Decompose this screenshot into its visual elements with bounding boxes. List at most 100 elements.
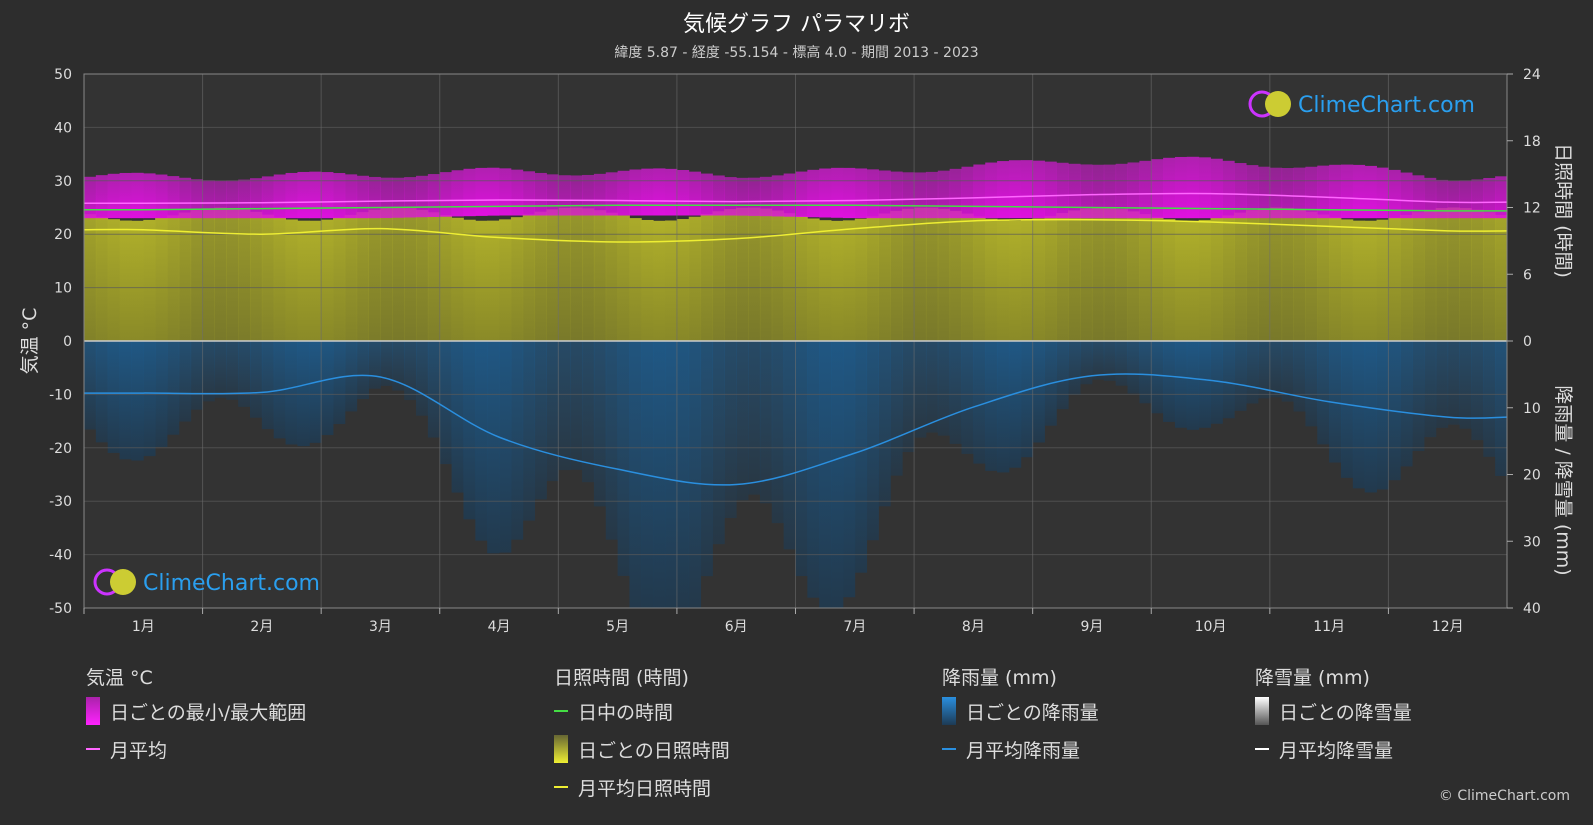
daily-sunshine-bar <box>973 216 986 341</box>
daily-temperature-range-bar <box>783 173 796 217</box>
copyright: © ClimeChart.com <box>1438 788 1570 804</box>
daily-rain-bar <box>238 341 251 407</box>
daily-sunshine-bar <box>1352 220 1366 341</box>
daily-sunshine-bar <box>925 207 939 341</box>
daily-sunshine-bar <box>890 210 903 341</box>
daily-temperature-range-bar <box>1293 167 1306 219</box>
daily-temperature-range-bar <box>1020 160 1034 219</box>
daily-temperature-range-bar <box>95 175 109 219</box>
daily-temperature-range-bar <box>1174 156 1188 219</box>
daily-temperature-range-bar <box>1091 164 1105 219</box>
daily-sunshine-bar <box>1056 213 1069 341</box>
daily-temperature-range-bar <box>190 179 203 219</box>
daily-temperature-range-bar <box>1305 166 1318 219</box>
month-tick-label: 2月 <box>250 619 273 635</box>
daily-temperature-range-bar <box>463 168 476 217</box>
daily-sunshine-bar <box>1400 214 1413 341</box>
daily-sunshine-bar <box>629 218 642 341</box>
daily-temperature-range-bar <box>617 170 630 216</box>
daily-sunshine-bar <box>1174 220 1188 341</box>
daily-rain-bar <box>1222 341 1235 419</box>
daily-rain-bar <box>961 341 974 454</box>
daily-rain-bar <box>1340 341 1354 478</box>
daily-rain-bar <box>558 341 571 471</box>
daily-sunshine-bar <box>261 214 275 341</box>
daily-rain-bar <box>783 341 796 550</box>
daily-sunshine-bar <box>416 209 429 341</box>
daily-sunshine-bar <box>1115 209 1128 341</box>
logo-sun-icon <box>110 569 136 595</box>
daily-sunshine-bar <box>724 209 737 341</box>
daily-temperature-range-bar <box>1423 177 1437 219</box>
daily-temperature-range-bar <box>593 173 607 216</box>
daily-rain-bar <box>1412 341 1425 452</box>
daily-sunshine-bar <box>1495 214 1508 341</box>
daily-temperature-range-bar <box>451 170 464 217</box>
daily-temperature-range-bar <box>925 171 939 219</box>
daily-temperature-range-bar <box>771 175 785 217</box>
watermark-text: ClimeChart.com <box>143 571 320 596</box>
daily-sunshine-bar <box>250 211 263 341</box>
daily-temperature-range-bar <box>1281 168 1294 219</box>
daily-sunshine-bar <box>451 217 464 341</box>
daily-sunshine-bar <box>1091 207 1105 341</box>
daily-rain-bar <box>226 341 239 400</box>
series-line <box>83 373 1508 486</box>
daily-sunshine-bar <box>712 211 725 341</box>
daily-rain-bar <box>202 341 215 402</box>
daily-rain-bar <box>1080 341 1093 385</box>
daily-sunshine-bar <box>487 220 500 341</box>
month-tick-label: 4月 <box>488 619 511 635</box>
left-axis-tick-label: 40 <box>54 120 72 136</box>
daily-rain-bar <box>1210 341 1223 424</box>
left-axis-tick-label: 20 <box>54 227 72 243</box>
daily-sunshine-bar <box>605 212 619 341</box>
daily-sunshine-bar <box>1317 214 1330 341</box>
daily-rain-bar <box>653 341 666 608</box>
legend-item: 月平均降雨量 <box>942 734 1080 764</box>
daily-rain-bar <box>392 341 405 391</box>
month-tick-label: 3月 <box>369 619 392 635</box>
month-tick-label: 9月 <box>1080 619 1103 635</box>
daily-rain-bar <box>1400 341 1413 467</box>
daily-rain-bar <box>914 341 927 438</box>
daily-rain-bar <box>1483 341 1496 457</box>
daily-temperature-range-bar <box>688 171 702 216</box>
daily-sunshine-bar <box>819 220 832 341</box>
chart-title: 気候グラフ パラマリボ <box>683 12 910 37</box>
daily-sunshine-bar <box>961 213 974 341</box>
legend-swatch <box>1255 748 1269 750</box>
daily-temperature-range-bar <box>522 171 536 216</box>
watermarks: ClimeChart.com ClimeChart.com <box>93 90 1475 596</box>
legend-label: 月平均 <box>110 739 168 762</box>
daily-rain-bar <box>854 341 868 573</box>
daily-rain-bar <box>1364 341 1377 493</box>
daily-sunshine-bar <box>1281 207 1294 341</box>
daily-rain-bar <box>617 341 630 576</box>
daily-rain-bar <box>1139 341 1152 404</box>
daily-sunshine-bar <box>842 220 856 341</box>
daily-temperature-range-bar <box>819 168 832 218</box>
left-axis-tick-label: 10 <box>54 281 72 297</box>
precipitation-axis-tick-label: 10 <box>1523 401 1541 417</box>
legend-group-header: 気温 °C <box>86 667 153 689</box>
left-axis-tick-label: -50 <box>49 601 72 617</box>
daily-sunshine-bar <box>688 216 702 341</box>
legend-swatch <box>554 710 568 712</box>
legend-item: 月平均 <box>86 734 167 764</box>
left-axis-tick-label: -10 <box>49 387 72 403</box>
daily-sunshine-bar <box>1269 207 1283 341</box>
daily-sunshine-bar <box>178 212 192 341</box>
daily-rain-bar <box>1376 341 1389 490</box>
daily-temperature-range-bar <box>107 173 120 219</box>
daily-sunshine-bar <box>700 213 713 341</box>
daily-temperature-range-bar <box>273 174 286 219</box>
daily-temperature-range-bar <box>202 180 215 219</box>
daily-temperature-range-bar <box>143 173 156 219</box>
month-tick-label: 1月 <box>132 619 155 635</box>
daily-sunshine-bar <box>238 209 251 341</box>
daily-temperature-range-bar <box>712 175 725 216</box>
legend-swatch <box>554 786 568 788</box>
daily-temperature-range-bar <box>1198 157 1211 219</box>
